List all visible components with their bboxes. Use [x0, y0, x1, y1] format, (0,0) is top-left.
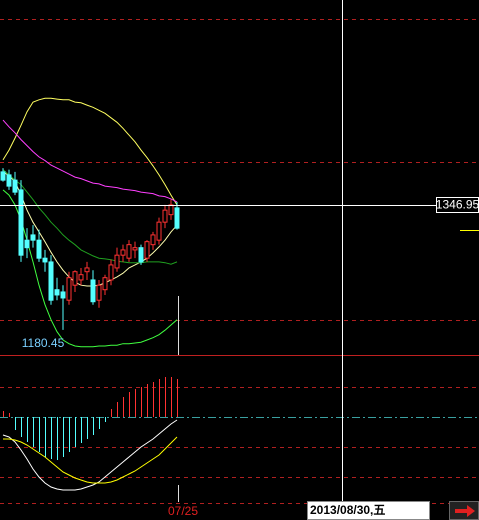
candle-body	[108, 264, 114, 281]
candle-body	[174, 207, 180, 229]
candle-body	[42, 257, 48, 263]
candle-body	[162, 209, 168, 223]
candle-body	[150, 234, 156, 246]
candle-body	[168, 204, 174, 216]
candle-body	[120, 249, 126, 256]
candle-body	[54, 289, 60, 296]
candle-body	[30, 234, 36, 241]
candle-body	[132, 247, 138, 251]
ma-line	[2, 189, 178, 348]
candle-body	[144, 241, 150, 259]
ma-line	[2, 97, 178, 206]
candle-body	[156, 221, 162, 241]
candle-body	[18, 189, 24, 256]
candle-body	[138, 247, 144, 263]
candle-body	[60, 291, 66, 299]
low-annotation: 1180.45	[22, 336, 65, 350]
candle-body	[114, 254, 120, 269]
macd-line	[3, 436, 178, 484]
nav-arrow[interactable]	[455, 505, 475, 517]
candle-body	[24, 239, 30, 249]
ma-line	[2, 169, 178, 265]
candle-body	[12, 179, 18, 193]
crosshair-date: 2013/08/30,五	[310, 503, 385, 517]
candle-body	[6, 174, 12, 187]
plot: 1180.45 07/25 1346.95	[0, 97, 479, 518]
crosshair-price: 1346.95	[436, 198, 479, 212]
candle-body	[84, 267, 90, 273]
candle-body	[126, 244, 132, 259]
candle-body	[102, 277, 108, 291]
candle-body	[96, 284, 102, 301]
macd-line	[2, 419, 178, 491]
candle-body	[36, 239, 42, 259]
candle-body	[66, 277, 72, 301]
ma-line	[2, 119, 178, 203]
candle-body	[72, 271, 78, 286]
x-tick-label: 07/25	[168, 504, 198, 518]
candle-body	[90, 279, 96, 303]
candle-body	[78, 274, 84, 281]
candle-body	[48, 261, 54, 301]
candle-body	[0, 171, 6, 181]
